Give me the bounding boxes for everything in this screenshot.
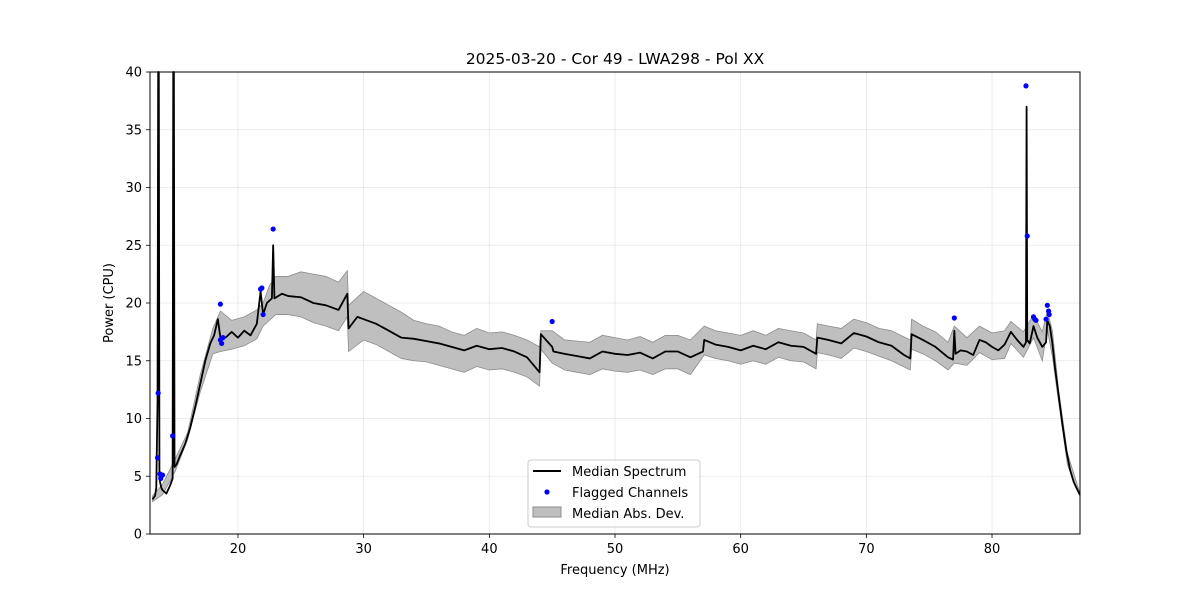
- flagged-points-layer: [154, 83, 1052, 482]
- flagged-point-11: [259, 285, 265, 291]
- median-spectrum-line: [151, 71, 1081, 500]
- flagged-point-13: [270, 226, 276, 232]
- flagged-point-6: [217, 301, 223, 307]
- y-tick-label-2: 10: [125, 412, 142, 427]
- flagged-point-5: [170, 433, 176, 439]
- legend-box: [527, 459, 701, 528]
- legend-flagged-swatch: [544, 489, 550, 495]
- legend-mad-label: Median Abs. Dev.: [572, 507, 684, 522]
- flagged-point-8: [219, 340, 225, 347]
- y-tick-label-0: 0: [134, 528, 142, 543]
- flagged-point-22: [1044, 302, 1050, 308]
- legend-median-label: Median Spectrum: [572, 465, 686, 480]
- flagged-point-4: [159, 472, 166, 478]
- x-tick-label-4: 60: [732, 542, 749, 557]
- y-tick-label-1: 5: [134, 470, 142, 485]
- flagged-point-0: [154, 455, 161, 461]
- x-axis-label: Frequency (MHz): [560, 563, 669, 578]
- flagged-point-1: [155, 390, 161, 396]
- y-axis-label: Power (CPU): [102, 263, 117, 343]
- x-tick-label-2: 40: [481, 542, 498, 557]
- y-tick-label-5: 25: [125, 239, 142, 254]
- y-tick-label-6: 30: [125, 181, 142, 196]
- x-tick-label-3: 50: [607, 542, 624, 557]
- x-tick-label-1: 30: [355, 542, 372, 557]
- legend-mad-swatch: [532, 506, 562, 518]
- y-tick-label-4: 20: [125, 297, 142, 312]
- x-tick-label-5: 70: [858, 542, 875, 557]
- y-tick-label-8: 40: [125, 66, 142, 81]
- flagged-point-21: [1043, 316, 1049, 322]
- flagged-point-15: [951, 315, 957, 321]
- y-tick-label-3: 15: [125, 354, 142, 369]
- legend-flagged-label: Flagged Channels: [572, 486, 688, 501]
- flagged-point-12: [260, 311, 266, 318]
- legend: Median Spectrum Flagged Channels Median …: [527, 459, 701, 528]
- flagged-point-16: [1023, 83, 1029, 89]
- y-axis-ticks: 0 5 10 15 20 25 30 35 40: [125, 66, 150, 543]
- median-line-layer: [151, 71, 1081, 500]
- flagged-point-20: [1033, 317, 1039, 323]
- x-axis-ticks: 20 30 40 50 60 70 80: [230, 534, 1001, 557]
- chart-title: 2025-03-20 - Cor 49 - LWA298 - Pol XX: [466, 50, 765, 68]
- y-tick-label-7: 35: [125, 123, 142, 138]
- flagged-point-17: [1024, 233, 1030, 239]
- flagged-point-14: [549, 318, 555, 325]
- flagged-point-9: [220, 335, 226, 341]
- flagged-point-24: [1046, 311, 1052, 318]
- x-tick-label-0: 20: [230, 542, 247, 557]
- x-tick-label-6: 80: [984, 542, 1001, 557]
